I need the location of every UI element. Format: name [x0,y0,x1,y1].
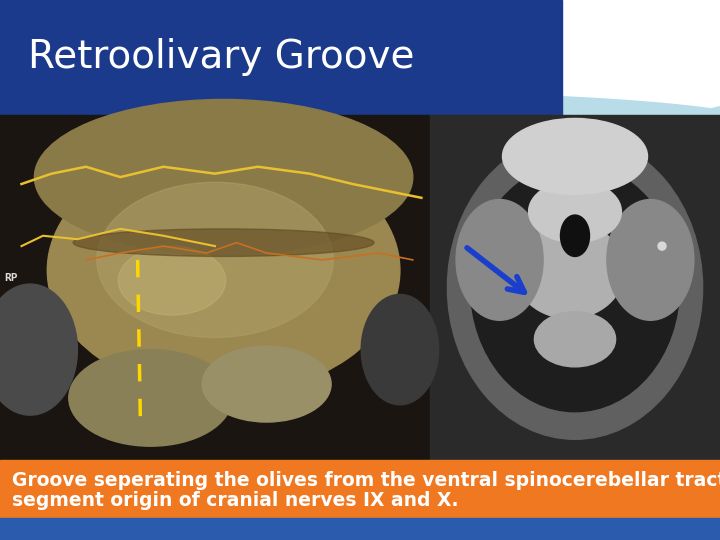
Ellipse shape [36,113,720,173]
Ellipse shape [331,0,562,115]
Text: Retroolivary Groove: Retroolivary Groove [28,38,415,77]
Ellipse shape [471,163,680,411]
Ellipse shape [202,346,331,422]
Ellipse shape [0,93,720,173]
Bar [0,0,562,115]
Ellipse shape [528,180,621,242]
Ellipse shape [73,229,374,256]
Ellipse shape [118,246,226,315]
Ellipse shape [503,118,647,194]
Ellipse shape [658,242,666,250]
Ellipse shape [230,0,720,171]
Bar [0,518,720,540]
Ellipse shape [48,146,400,394]
Ellipse shape [361,294,438,405]
Ellipse shape [324,0,720,121]
Ellipse shape [514,222,624,319]
Ellipse shape [607,199,694,320]
Ellipse shape [96,183,333,338]
Text: RP: RP [4,273,17,282]
Ellipse shape [534,312,616,367]
Text: Groove seperating the olives from the ventral spinocerebellar tract.  Site of ci: Groove seperating the olives from the ve… [12,471,720,490]
Bar [0,460,720,518]
Ellipse shape [447,136,703,440]
Ellipse shape [69,349,232,446]
Ellipse shape [35,99,413,255]
Bar [430,115,720,460]
Ellipse shape [456,199,543,320]
Ellipse shape [0,284,78,415]
Bar [0,115,430,460]
Ellipse shape [560,215,590,256]
Text: segment origin of cranial nerves IX and X.: segment origin of cranial nerves IX and … [12,491,459,510]
